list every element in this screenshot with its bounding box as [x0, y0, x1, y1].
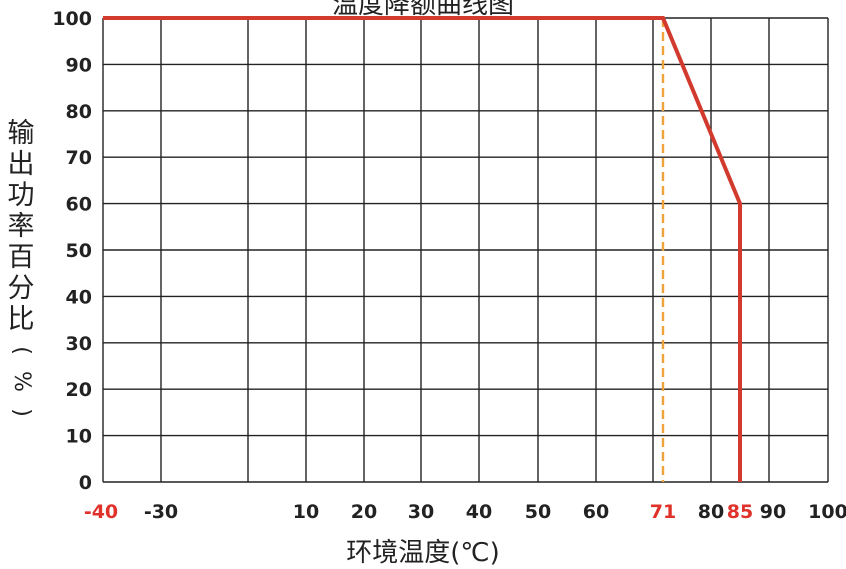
- y-axis-label-char: 功: [7, 180, 35, 211]
- x-tick-label: 90: [760, 501, 786, 523]
- y-axis-label-char: 比: [7, 304, 35, 335]
- x-tick-label: 30: [408, 501, 434, 523]
- x-tick-label: -40: [84, 501, 118, 523]
- x-tick-label: 10: [293, 501, 319, 523]
- x-axis-label: 环境温度(℃): [346, 538, 500, 568]
- y-axis-label-char: ): [8, 408, 34, 417]
- x-tick-label: 100: [808, 501, 846, 523]
- y-tick-label: 40: [66, 286, 92, 308]
- x-tick-label: 85: [727, 501, 753, 523]
- x-tick-label: -30: [144, 501, 178, 523]
- x-tick-label: 50: [525, 501, 551, 523]
- y-tick-label: 70: [66, 147, 92, 169]
- y-axis-label-char: (: [8, 346, 34, 355]
- y-axis-label: 输出功率百分比 (%): [6, 118, 36, 428]
- y-tick-label: 10: [66, 426, 92, 448]
- y-tick-label: 50: [66, 240, 92, 262]
- x-tick-labels: -40 -30 10 20 30 40 50 60 71 80 85 90 100: [84, 501, 846, 523]
- x-tick-label: 80: [698, 501, 724, 523]
- y-tick-label: 30: [66, 333, 92, 355]
- series-lines: [103, 16, 742, 482]
- chart-title: 温度降额曲线图: [331, 0, 514, 20]
- y-axis-label-char: 出: [7, 149, 35, 180]
- y-axis-label-char: 分: [7, 273, 35, 304]
- y-axis-label-char: 百: [7, 242, 35, 273]
- y-tick-label: 100: [52, 8, 92, 30]
- x-tick-label: 60: [583, 501, 609, 523]
- series-line: [103, 16, 742, 482]
- y-tick-label: 80: [66, 101, 92, 123]
- y-axis-label-char: 率: [7, 211, 35, 242]
- x-tick-label: 40: [466, 501, 492, 523]
- y-axis-label-char: 输: [7, 118, 35, 149]
- y-tick-label: 60: [66, 194, 92, 216]
- y-tick-labels: 0 10 20 30 40 50 60 70 80 90 100: [52, 8, 92, 494]
- y-axis-label-char: %: [8, 371, 34, 392]
- x-tick-label: 20: [351, 501, 377, 523]
- x-tick-label: 71: [650, 501, 676, 523]
- y-tick-label: 90: [66, 54, 92, 76]
- y-tick-label: 0: [79, 472, 92, 494]
- horizontal-grid: [103, 17, 828, 483]
- y-tick-label: 20: [66, 379, 92, 401]
